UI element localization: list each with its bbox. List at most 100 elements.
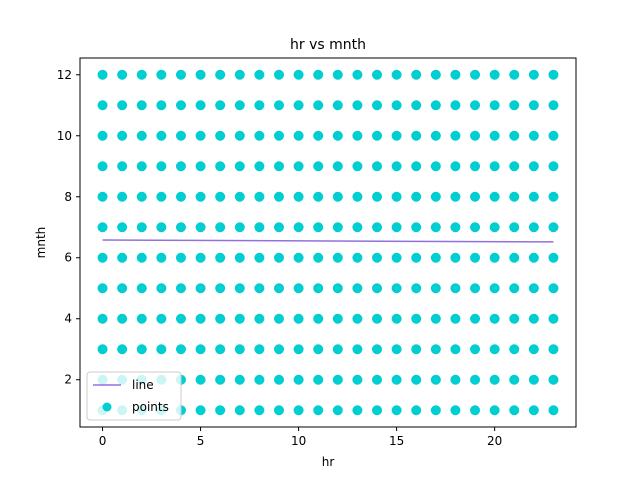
- scatter-point: [470, 100, 481, 111]
- scatter-point: [430, 283, 441, 294]
- scatter-point: [313, 100, 324, 111]
- scatter-point: [509, 100, 520, 111]
- scatter-point: [489, 344, 500, 355]
- scatter-point: [156, 222, 167, 233]
- y-tick-label: 6: [64, 251, 72, 265]
- scatter-point: [293, 344, 304, 355]
- scatter-point: [352, 191, 363, 202]
- scatter-point: [548, 130, 559, 141]
- scatter-point: [430, 252, 441, 263]
- scatter-point: [313, 191, 324, 202]
- scatter-point: [215, 283, 226, 294]
- scatter-point: [156, 69, 167, 80]
- scatter-point: [293, 222, 304, 233]
- scatter-point: [489, 405, 500, 416]
- scatter-point: [273, 100, 284, 111]
- scatter-point: [215, 100, 226, 111]
- scatter-point: [156, 313, 167, 324]
- scatter-point: [470, 252, 481, 263]
- scatter-point: [372, 405, 383, 416]
- scatter-point: [313, 405, 324, 416]
- scatter-point: [509, 69, 520, 80]
- scatter-point: [489, 252, 500, 263]
- scatter-point: [411, 313, 422, 324]
- scatter-point: [548, 405, 559, 416]
- scatter-point: [293, 69, 304, 80]
- scatter-point: [215, 222, 226, 233]
- scatter-point: [117, 69, 128, 80]
- scatter-point: [332, 405, 343, 416]
- scatter-point: [254, 283, 265, 294]
- scatter-point: [136, 222, 147, 233]
- scatter-point: [528, 100, 539, 111]
- scatter-point: [391, 344, 402, 355]
- x-tick-label: 20: [487, 434, 502, 448]
- scatter-point: [489, 191, 500, 202]
- scatter-point: [117, 191, 128, 202]
- y-tick-label: 8: [64, 190, 72, 204]
- scatter-point: [391, 100, 402, 111]
- scatter-point: [254, 130, 265, 141]
- scatter-point: [97, 100, 108, 111]
- scatter-point: [195, 69, 206, 80]
- scatter-point: [509, 374, 520, 385]
- scatter-point: [234, 252, 245, 263]
- scatter-point: [136, 191, 147, 202]
- y-tick-label: 2: [64, 373, 72, 387]
- scatter-point: [175, 69, 186, 80]
- scatter-point: [234, 69, 245, 80]
- scatter-point: [411, 100, 422, 111]
- scatter-point: [234, 191, 245, 202]
- scatter-point: [195, 100, 206, 111]
- scatter-point: [372, 69, 383, 80]
- scatter-point: [156, 344, 167, 355]
- scatter-point: [470, 374, 481, 385]
- scatter-point: [234, 130, 245, 141]
- scatter-point: [254, 222, 265, 233]
- scatter-point: [215, 313, 226, 324]
- scatter-point: [117, 252, 128, 263]
- x-tick-label: 5: [197, 434, 205, 448]
- scatter-point: [273, 191, 284, 202]
- scatter-point: [293, 374, 304, 385]
- legend-points-swatch: [102, 402, 112, 412]
- scatter-point: [156, 252, 167, 263]
- scatter-point: [411, 252, 422, 263]
- scatter-point: [273, 69, 284, 80]
- scatter-point: [97, 313, 108, 324]
- scatter-point: [509, 313, 520, 324]
- scatter-point: [430, 374, 441, 385]
- scatter-point: [175, 130, 186, 141]
- scatter-point: [117, 100, 128, 111]
- scatter-point: [293, 191, 304, 202]
- scatter-point: [430, 161, 441, 172]
- scatter-point: [215, 130, 226, 141]
- scatter-point: [411, 130, 422, 141]
- scatter-point: [548, 374, 559, 385]
- scatter-point: [528, 405, 539, 416]
- scatter-point: [352, 100, 363, 111]
- scatter-point: [391, 405, 402, 416]
- scatter-point: [548, 222, 559, 233]
- scatter-point: [234, 313, 245, 324]
- scatter-point: [509, 191, 520, 202]
- scatter-point: [313, 69, 324, 80]
- scatter-point: [430, 313, 441, 324]
- scatter-point: [509, 130, 520, 141]
- scatter-point: [156, 100, 167, 111]
- legend-entry-points: points: [132, 400, 169, 414]
- scatter-point: [273, 344, 284, 355]
- scatter-point: [97, 283, 108, 294]
- scatter-point: [136, 252, 147, 263]
- scatter-point: [548, 344, 559, 355]
- scatter-point: [332, 161, 343, 172]
- scatter-point: [332, 313, 343, 324]
- scatter-point: [372, 191, 383, 202]
- scatter-point: [430, 405, 441, 416]
- scatter-point: [97, 130, 108, 141]
- scatter-point: [215, 405, 226, 416]
- scatter-point: [234, 161, 245, 172]
- scatter-point: [175, 344, 186, 355]
- scatter-point: [528, 344, 539, 355]
- scatter-point: [489, 69, 500, 80]
